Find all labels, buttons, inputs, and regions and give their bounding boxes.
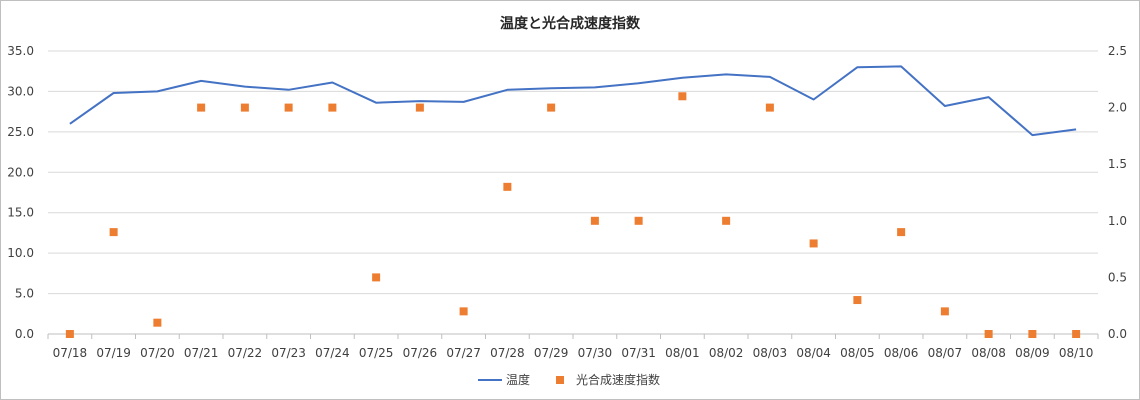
- y-left-tick-label: 30.0: [7, 84, 34, 98]
- y-right-tick-label: 2.5: [1108, 44, 1127, 58]
- y-left-tick-label: 0.0: [15, 327, 34, 341]
- x-tick-label: 07/19: [96, 346, 131, 360]
- x-tick-label: 08/10: [1059, 346, 1094, 360]
- x-tick-label: 08/03: [753, 346, 788, 360]
- chart-title: 温度と光合成速度指数: [500, 15, 641, 32]
- photosynthesis-point: [853, 296, 862, 305]
- y-left-tick-label: 5.0: [15, 287, 34, 301]
- x-tick-label: 07/20: [140, 346, 175, 360]
- y-left-tick-label: 35.0: [7, 44, 34, 58]
- x-tick-label: 07/26: [403, 346, 438, 360]
- y-right-tick-label: 1.5: [1108, 157, 1127, 171]
- x-axis: 07/18 07/19 07/20 07/21 07/22 07/23 07/24 07/25…: [47, 334, 1099, 360]
- photosynthesis-point: [197, 103, 206, 112]
- legend-square-swatch: [556, 376, 564, 384]
- x-tick-label: 07/25: [359, 346, 394, 360]
- x-tick-label: 08/08: [971, 346, 1006, 360]
- x-tick-label: 07/28: [490, 346, 525, 360]
- photosynthesis-point: [415, 103, 424, 112]
- photosynthesis-point: [1028, 330, 1037, 338]
- temperature-line: [69, 65, 1077, 137]
- y-right-tick-label: 2.0: [1108, 101, 1127, 115]
- photosynthesis-point: [634, 216, 643, 225]
- photosynthesis-point: [372, 273, 381, 282]
- x-tick-label: 07/24: [315, 346, 350, 360]
- series-photosynthesis: [65, 92, 1081, 338]
- x-tick-label: 07/27: [446, 346, 481, 360]
- legend-label-temperature: 温度: [506, 372, 530, 387]
- x-tick-label: 08/05: [840, 346, 875, 360]
- photosynthesis-point: [897, 228, 906, 237]
- x-tick-label: 08/04: [796, 346, 831, 360]
- y-left-tick-label: 25.0: [7, 125, 34, 139]
- x-tick-label: 08/01: [665, 346, 700, 360]
- photosynthesis-point: [590, 216, 599, 225]
- photosynthesis-point: [459, 307, 468, 316]
- x-tick-label: 07/30: [578, 346, 613, 360]
- x-tick-label: 07/21: [184, 346, 219, 360]
- x-tick-label: 08/02: [709, 346, 744, 360]
- photosynthesis-point: [678, 92, 687, 101]
- x-tick-label: 07/31: [621, 346, 656, 360]
- photosynthesis-point: [503, 182, 512, 191]
- x-tick-label: 07/18: [53, 346, 88, 360]
- series-temperature: [69, 65, 1077, 137]
- right-y-axis: 0.0 0.5 1.0 1.5 2.0 2.5: [1108, 44, 1127, 341]
- photosynthesis-point: [328, 103, 337, 112]
- x-tick-label: 07/23: [271, 346, 306, 360]
- x-tick-label: 08/07: [928, 346, 963, 360]
- photosynthesis-point: [940, 307, 949, 316]
- legend: 温度 光合成速度指数: [478, 372, 660, 387]
- photosynthesis-point: [984, 330, 993, 338]
- x-tick-label: 08/06: [884, 346, 919, 360]
- x-tick-label: 08/09: [1015, 346, 1050, 360]
- y-left-tick-label: 10.0: [7, 246, 34, 260]
- y-right-tick-label: 0.0: [1108, 327, 1127, 341]
- y-right-tick-label: 0.5: [1108, 270, 1127, 284]
- y-left-tick-label: 20.0: [7, 165, 34, 179]
- photosynthesis-point: [722, 216, 731, 225]
- photosynthesis-point: [1072, 330, 1081, 338]
- photosynthesis-point: [109, 228, 118, 237]
- photosynthesis-point: [809, 239, 818, 248]
- x-tick-label: 07/29: [534, 346, 569, 360]
- left-y-axis: 0.0 5.0 10.0 15.0 20.0 25.0 30.0 35.0: [7, 44, 34, 341]
- x-tick-label: 07/22: [228, 346, 263, 360]
- y-right-tick-label: 1.0: [1108, 214, 1127, 228]
- photosynthesis-point: [284, 103, 293, 112]
- y-left-tick-label: 15.0: [7, 206, 34, 220]
- photosynthesis-point: [765, 103, 774, 112]
- legend-label-photosynthesis: 光合成速度指数: [576, 372, 660, 387]
- photosynthesis-point: [65, 330, 74, 338]
- photosynthesis-point: [240, 103, 249, 112]
- photosynthesis-point: [153, 318, 162, 327]
- gridlines: [48, 50, 1098, 335]
- photosynthesis-point: [547, 103, 556, 112]
